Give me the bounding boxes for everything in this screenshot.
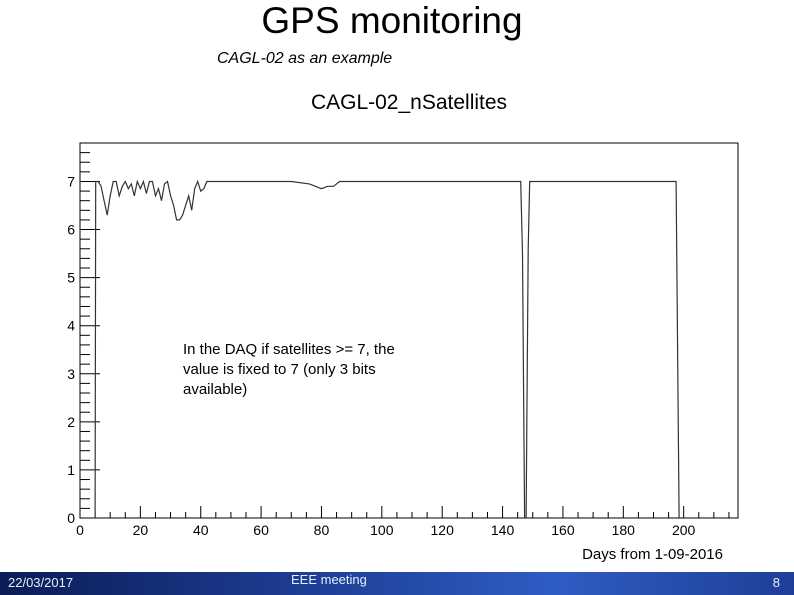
x-tick-label: 140: [491, 522, 515, 538]
y-tick-label: 6: [67, 222, 75, 238]
plot-frame: [79, 142, 739, 519]
x-tick-label: 120: [431, 522, 455, 538]
x-tick-label: 180: [612, 522, 636, 538]
footer-date: 22/03/2017: [8, 575, 74, 590]
x-tick-label: 60: [253, 522, 269, 538]
chart: CAGL-02_nSatellites 0 20 40 60 80 100 120 140 16…: [67, 91, 739, 563]
x-tick-label: 20: [133, 522, 149, 538]
y-tick-label: 5: [67, 270, 75, 286]
y-tick-label: 7: [67, 173, 75, 189]
slide-title: GPS monitoring: [261, 0, 523, 41]
x-tick-label: 80: [314, 522, 330, 538]
x-axis-label: Days from 1-09-2016: [582, 546, 723, 563]
footer-bar: 22/03/2017 EEE meeting 8: [0, 572, 794, 595]
y-tick-label: 0: [67, 510, 75, 526]
x-tick-label: 160: [551, 522, 575, 538]
y-tick-label: 4: [67, 318, 75, 334]
x-tick-label: 100: [370, 522, 394, 538]
x-tick-label: 0: [76, 522, 84, 538]
footer-event: EEE meeting: [291, 572, 367, 587]
annotation-text: In the DAQ if satellites >= 7, the value…: [183, 341, 395, 398]
x-tick-label: 40: [193, 522, 209, 538]
page-number: 8: [772, 575, 780, 590]
slide-subtitle: CAGL-02 as an example: [217, 50, 393, 67]
chart-title: CAGL-02_nSatellites: [311, 91, 507, 114]
y-tick-label: 2: [67, 414, 75, 430]
y-tick-label: 1: [67, 462, 75, 478]
y-tick-label: 3: [67, 366, 75, 382]
series-line: [94, 179, 681, 519]
axis-ticks: 0 20 40 60 80 100 120 140 160 180 200 0 1 2 3 4 5 6 7: [67, 152, 730, 538]
x-tick-label: 200: [672, 522, 696, 538]
series-group: [94, 179, 681, 519]
